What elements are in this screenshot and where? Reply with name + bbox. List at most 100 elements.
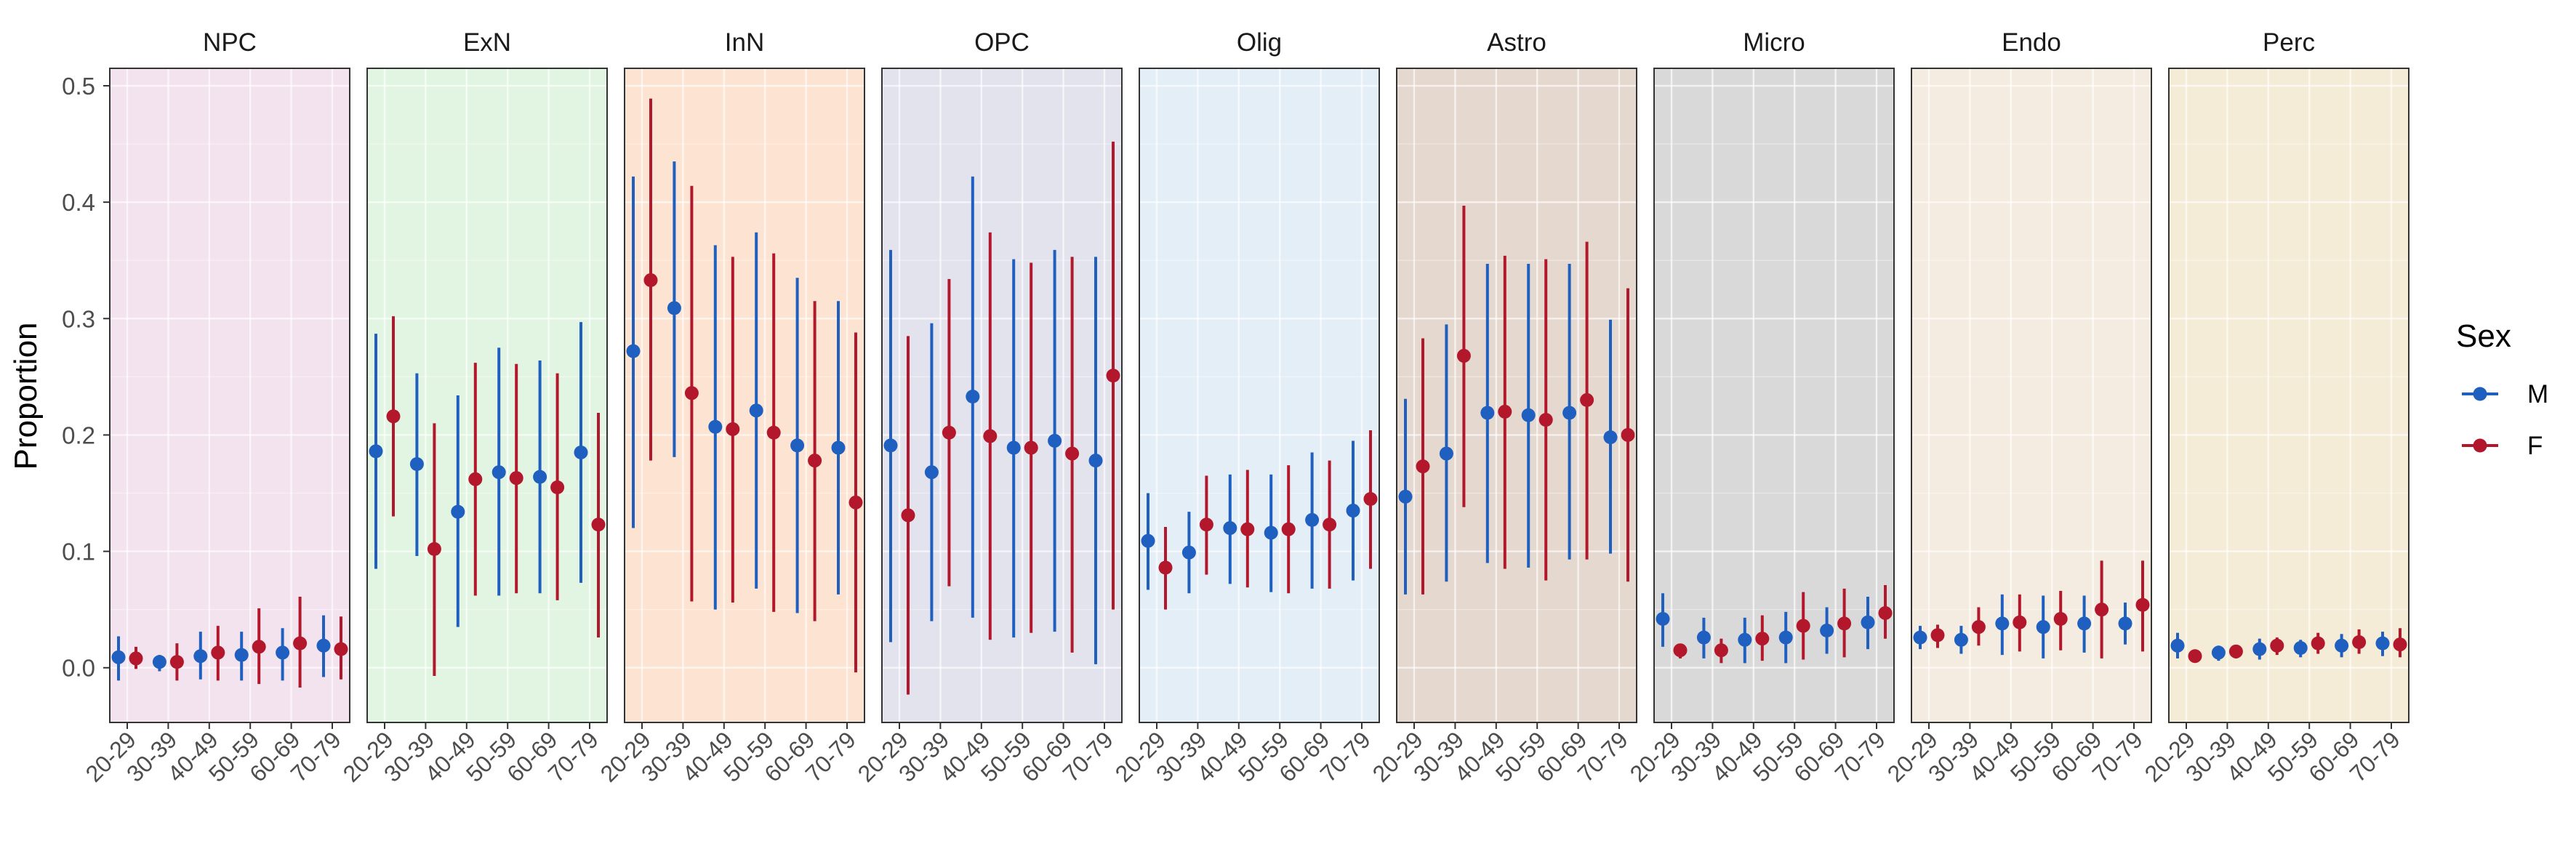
point-m xyxy=(2036,620,2050,635)
panel-background xyxy=(1139,68,1379,722)
point-m xyxy=(966,390,980,404)
point-m xyxy=(790,438,805,453)
point-m xyxy=(1223,521,1237,536)
point-m xyxy=(1603,430,1618,445)
panel-border xyxy=(2168,68,2410,723)
point-f xyxy=(901,508,915,523)
panel-border xyxy=(109,68,350,723)
panel-border xyxy=(624,68,865,723)
point-m xyxy=(1521,408,1536,422)
y-axis-label: Proportion xyxy=(8,322,44,470)
panel-border xyxy=(1139,68,1380,723)
point-f xyxy=(591,517,606,532)
point-f xyxy=(1240,522,1255,536)
facet-title: InN xyxy=(725,28,764,57)
point-f xyxy=(2270,638,2284,653)
point-m xyxy=(1562,406,1577,420)
point-f xyxy=(1714,643,1728,658)
y-tick-label: 0.5 xyxy=(62,73,95,100)
point-f xyxy=(1621,427,1635,442)
point-m xyxy=(749,403,763,418)
panel-background xyxy=(1397,68,1637,722)
point-f xyxy=(468,472,483,486)
point-m xyxy=(1264,525,1278,540)
point-f xyxy=(1837,616,1852,631)
legend-key-point xyxy=(2473,387,2487,401)
facet-title: NPC xyxy=(203,28,257,57)
facet-title: Endo xyxy=(2002,28,2061,57)
y-tick-label: 0.2 xyxy=(62,422,95,448)
point-f xyxy=(1878,605,1893,620)
point-m xyxy=(2335,638,2349,653)
point-m xyxy=(883,438,898,453)
point-f xyxy=(1199,517,1213,532)
point-f xyxy=(2352,635,2367,650)
point-f xyxy=(129,651,143,666)
point-f xyxy=(211,645,225,660)
point-m xyxy=(1088,454,1103,468)
point-f xyxy=(1024,440,1038,455)
y-tick-label: 0.4 xyxy=(62,189,95,216)
point-m xyxy=(2118,616,2132,631)
point-f xyxy=(386,409,401,424)
point-m xyxy=(667,301,681,315)
point-f xyxy=(684,386,699,400)
point-m xyxy=(533,470,547,484)
point-f xyxy=(1498,404,1512,419)
y-tick-label: 0.1 xyxy=(62,539,95,565)
point-m xyxy=(1656,611,1670,626)
point-m xyxy=(1480,406,1495,420)
facet-title: Perc xyxy=(2263,28,2315,57)
point-m xyxy=(1305,512,1320,527)
facet-title: OPC xyxy=(974,28,1030,57)
point-m xyxy=(1398,489,1413,504)
point-f xyxy=(509,471,523,486)
point-f xyxy=(2053,611,2068,626)
facet-title: Micro xyxy=(1743,28,1805,57)
point-m xyxy=(1954,632,1968,647)
point-m xyxy=(1141,533,1155,548)
point-m xyxy=(2375,636,2390,650)
point-m xyxy=(2077,616,2092,631)
point-m xyxy=(2293,641,2308,656)
point-m xyxy=(369,444,383,459)
point-m xyxy=(1048,433,1062,448)
point-f xyxy=(550,480,565,495)
point-f xyxy=(808,454,822,468)
legend: Sex MF xyxy=(2456,318,2548,460)
point-f xyxy=(1106,368,1120,383)
point-f xyxy=(334,642,348,656)
point-m xyxy=(152,655,166,669)
point-m xyxy=(924,465,939,480)
point-f xyxy=(293,636,308,650)
point-f xyxy=(1673,643,1688,658)
point-m xyxy=(193,649,208,664)
point-m xyxy=(451,504,465,519)
point-m xyxy=(1181,545,1196,560)
panel-background xyxy=(882,68,1122,722)
point-f xyxy=(1158,560,1173,575)
point-f xyxy=(1456,349,1471,363)
point-f xyxy=(643,273,658,287)
point-m xyxy=(626,344,641,358)
facet-title: Olig xyxy=(1237,28,1282,57)
point-f xyxy=(2188,649,2202,664)
point-f xyxy=(848,495,863,509)
panel-background xyxy=(2169,68,2409,722)
point-f xyxy=(1971,620,1986,635)
point-f xyxy=(2311,636,2325,650)
panel-background xyxy=(110,68,350,722)
panel-border xyxy=(1653,68,1895,723)
legend-title: Sex xyxy=(2456,318,2511,354)
panel-background xyxy=(625,68,864,722)
point-f xyxy=(1580,392,1594,407)
point-m xyxy=(1346,504,1360,518)
